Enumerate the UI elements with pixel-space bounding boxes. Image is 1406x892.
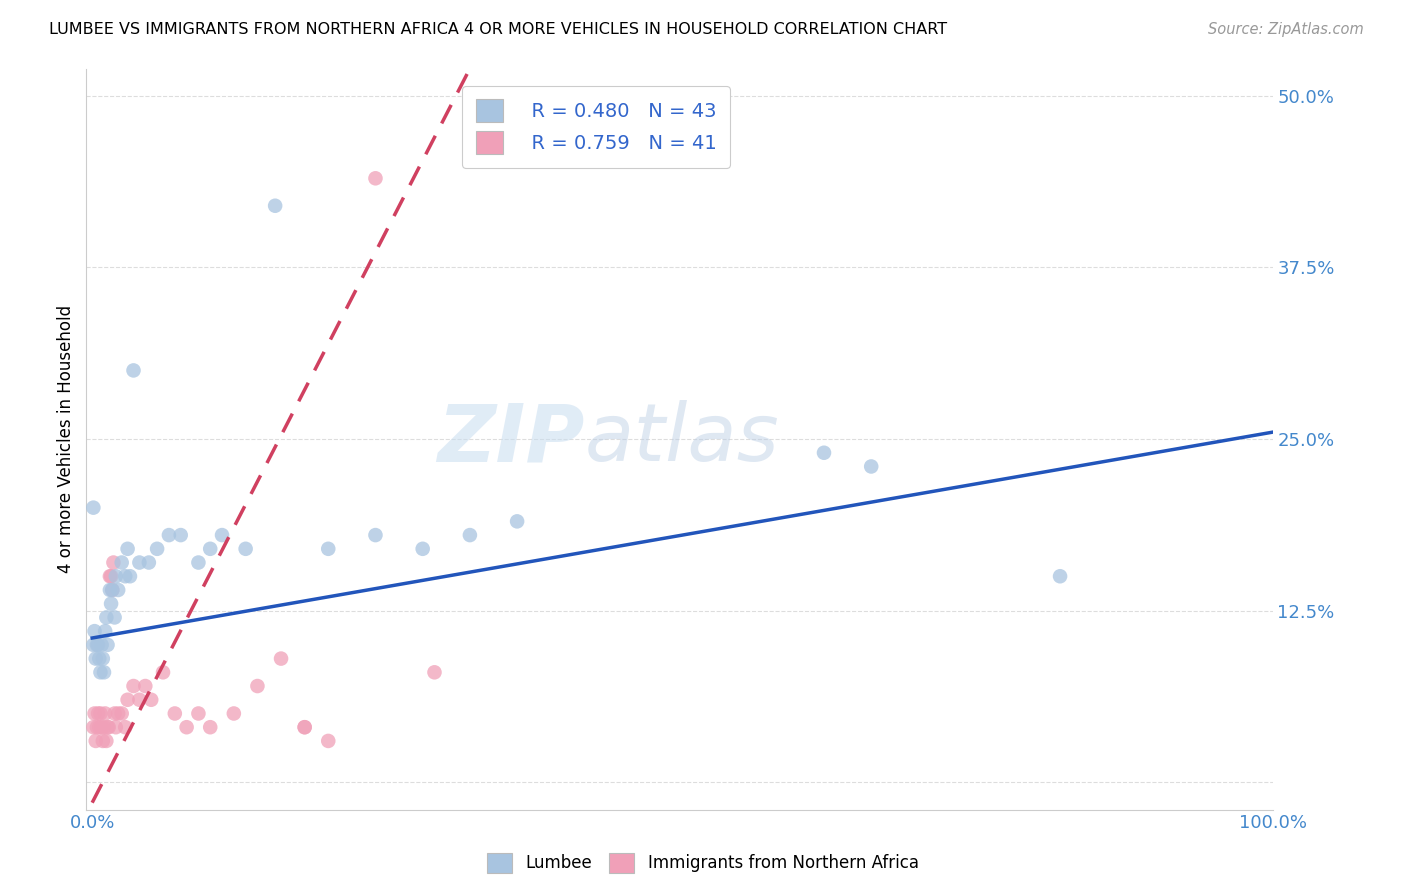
Point (222, 706, 245, 721)
Point (122, 679, 145, 693)
Point (118, 569, 141, 583)
Point (187, 706, 209, 721)
Point (122, 363, 145, 377)
Point (412, 541, 434, 556)
Point (246, 679, 269, 693)
Point (93, 665, 115, 680)
Point (294, 720, 316, 734)
Point (89, 720, 111, 734)
Point (94, 624, 117, 639)
Point (316, 734, 339, 748)
Point (111, 706, 134, 721)
Legend:   R = 0.480   N = 43,   R = 0.759   N = 41: R = 0.480 N = 43, R = 0.759 N = 41 (463, 86, 730, 168)
Point (104, 706, 127, 721)
Point (96, 734, 118, 748)
Point (270, 651, 292, 665)
Point (170, 528, 193, 542)
Point (111, 556, 134, 570)
Point (107, 706, 129, 721)
Point (200, 541, 222, 556)
Point (82, 720, 104, 734)
Point (90, 720, 112, 734)
Point (141, 692, 163, 706)
Point (813, 446, 835, 460)
Point (87, 706, 110, 721)
Point (96, 720, 118, 734)
Point (98, 582, 121, 597)
Text: atlas: atlas (585, 400, 779, 478)
Point (107, 582, 129, 597)
Point (117, 541, 139, 556)
Point (114, 720, 136, 734)
Legend: Lumbee, Immigrants from Northern Africa: Lumbee, Immigrants from Northern Africa (481, 847, 925, 880)
Point (157, 528, 180, 542)
Point (87, 638, 110, 652)
Y-axis label: 4 or more Vehicles in Household: 4 or more Vehicles in Household (58, 305, 75, 573)
Point (176, 720, 198, 734)
Point (134, 679, 156, 693)
Point (117, 692, 139, 706)
Point (294, 720, 316, 734)
Point (187, 556, 209, 570)
Point (364, 528, 387, 542)
Point (211, 528, 233, 542)
Point (82, 638, 104, 652)
Point (94, 706, 117, 721)
Point (103, 556, 125, 570)
Text: LUMBEE VS IMMIGRANTS FROM NORTHERN AFRICA 4 OR MORE VEHICLES IN HOUSEHOLD CORREL: LUMBEE VS IMMIGRANTS FROM NORTHERN AFRIC… (49, 22, 948, 37)
Point (316, 541, 339, 556)
Point (458, 528, 481, 542)
Text: Source: ZipAtlas.com: Source: ZipAtlas.com (1208, 22, 1364, 37)
Point (83, 706, 105, 721)
Point (84, 651, 107, 665)
Point (200, 720, 222, 734)
Point (138, 556, 160, 570)
Point (423, 665, 446, 680)
Point (96, 610, 118, 624)
Point (97, 720, 120, 734)
Point (89, 706, 111, 721)
Point (264, 199, 287, 213)
Point (235, 541, 257, 556)
Point (128, 556, 150, 570)
Point (100, 597, 122, 611)
Point (364, 171, 387, 186)
Point (506, 514, 529, 528)
Point (104, 569, 127, 583)
Point (860, 459, 883, 474)
Point (84, 734, 107, 748)
Point (128, 692, 150, 706)
Point (83, 624, 105, 639)
Point (86, 638, 108, 652)
Point (114, 569, 136, 583)
Point (104, 610, 127, 624)
Point (104, 720, 127, 734)
Point (101, 582, 124, 597)
Point (89, 651, 111, 665)
Point (91, 734, 114, 748)
Point (82, 500, 104, 515)
Point (1049, 569, 1071, 583)
Point (93, 720, 115, 734)
Text: ZIP: ZIP (437, 400, 585, 478)
Point (96, 638, 118, 652)
Point (163, 706, 186, 721)
Point (91, 651, 114, 665)
Point (101, 582, 124, 597)
Point (152, 665, 174, 680)
Point (146, 541, 169, 556)
Point (89, 665, 111, 680)
Point (90, 638, 112, 652)
Point (86, 720, 108, 734)
Point (100, 569, 122, 583)
Point (98, 569, 121, 583)
